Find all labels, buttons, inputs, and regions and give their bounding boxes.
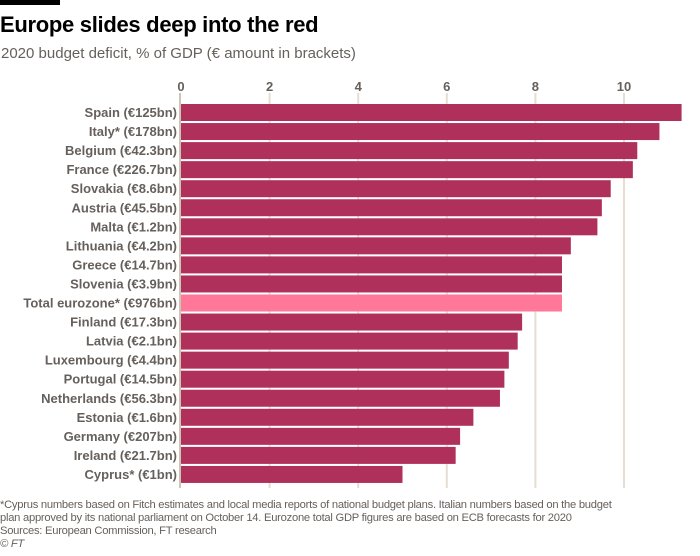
footnote-sources: Sources: European Commission, FT researc…: [0, 525, 217, 537]
bar: [181, 142, 638, 160]
category-label: Finland (€17.3bn): [70, 315, 177, 330]
bar: [181, 275, 562, 293]
chart-title: Europe slides deep into the red: [0, 12, 319, 37]
bar: [181, 123, 660, 141]
bar: [181, 218, 598, 236]
category-label: Austria (€45.5bn): [72, 200, 177, 215]
category-label: Cyprus* (€1bn): [85, 467, 177, 482]
category-label: Estonia (€1.6bn): [77, 410, 177, 425]
bar: [181, 332, 518, 350]
x-tick-label: 8: [532, 79, 539, 94]
category-label: Greece (€14.7bn): [72, 257, 177, 272]
footnotes: *Cyprus numbers based on Fitch estimates…: [0, 499, 700, 551]
category-labels: Spain (€125bn) Italy* (€178bn) Belgium (€4…: [23, 105, 177, 482]
x-tick-label: 0: [177, 79, 184, 94]
bar: [181, 313, 523, 331]
bar: [181, 389, 500, 407]
bar: [181, 199, 602, 217]
x-tick-label: 4: [355, 79, 363, 94]
bar: [181, 351, 509, 369]
bar: [181, 465, 403, 483]
category-label: Latvia (€2.1bn): [86, 334, 177, 349]
title-accent-bar: [0, 0, 60, 5]
category-label: Belgium (€42.3bn): [65, 143, 177, 158]
category-label: Spain (€125bn): [85, 105, 177, 120]
category-label: Slovakia (€8.6bn): [71, 181, 177, 196]
category-label: Ireland (€21.7bn): [74, 448, 177, 463]
bar: [181, 161, 633, 179]
bar: [181, 237, 571, 255]
category-label: Netherlands (€56.3bn): [41, 391, 177, 406]
bar: [181, 256, 562, 274]
x-tick-label: 6: [443, 79, 450, 94]
bar: [181, 408, 474, 426]
chart-subtitle: 2020 budget deficit, % of GDP (€ amount …: [1, 45, 356, 62]
category-label: France (€226.7bn): [66, 162, 177, 177]
x-axis-ticks: 0 2 4 6 8 10: [177, 79, 631, 94]
category-label: Slovenia (€3.9bn): [70, 276, 177, 291]
bar: [181, 446, 456, 464]
bar: [181, 427, 461, 445]
category-label: Germany (€207bn): [64, 429, 177, 444]
bar: [181, 180, 611, 198]
category-label: Total eurozone* (€976bn): [23, 296, 177, 311]
category-label: Italy* (€178bn): [89, 124, 177, 139]
category-label: Lithuania (€4.2bn): [66, 238, 177, 253]
bar: [181, 370, 505, 388]
category-label: Luxembourg (€4.4bn): [45, 353, 177, 368]
bar-chart: Spain (€125bn) Italy* (€178bn) Belgium (€4…: [23, 79, 682, 488]
bar: [181, 104, 682, 121]
footnote-note-line2: plan approved by its national parliament…: [0, 512, 572, 524]
x-tick-label: 2: [266, 79, 273, 94]
category-label: Portugal (€14.5bn): [64, 372, 177, 387]
footnote-copyright: © FT: [0, 538, 25, 550]
footnote-note-line1: *Cyprus numbers based on Fitch estimates…: [0, 499, 612, 511]
bar-highlight: [181, 294, 562, 312]
category-label: Malta (€1.2bn): [90, 219, 177, 234]
bars: [181, 104, 682, 483]
x-tick-label: 10: [617, 79, 631, 94]
